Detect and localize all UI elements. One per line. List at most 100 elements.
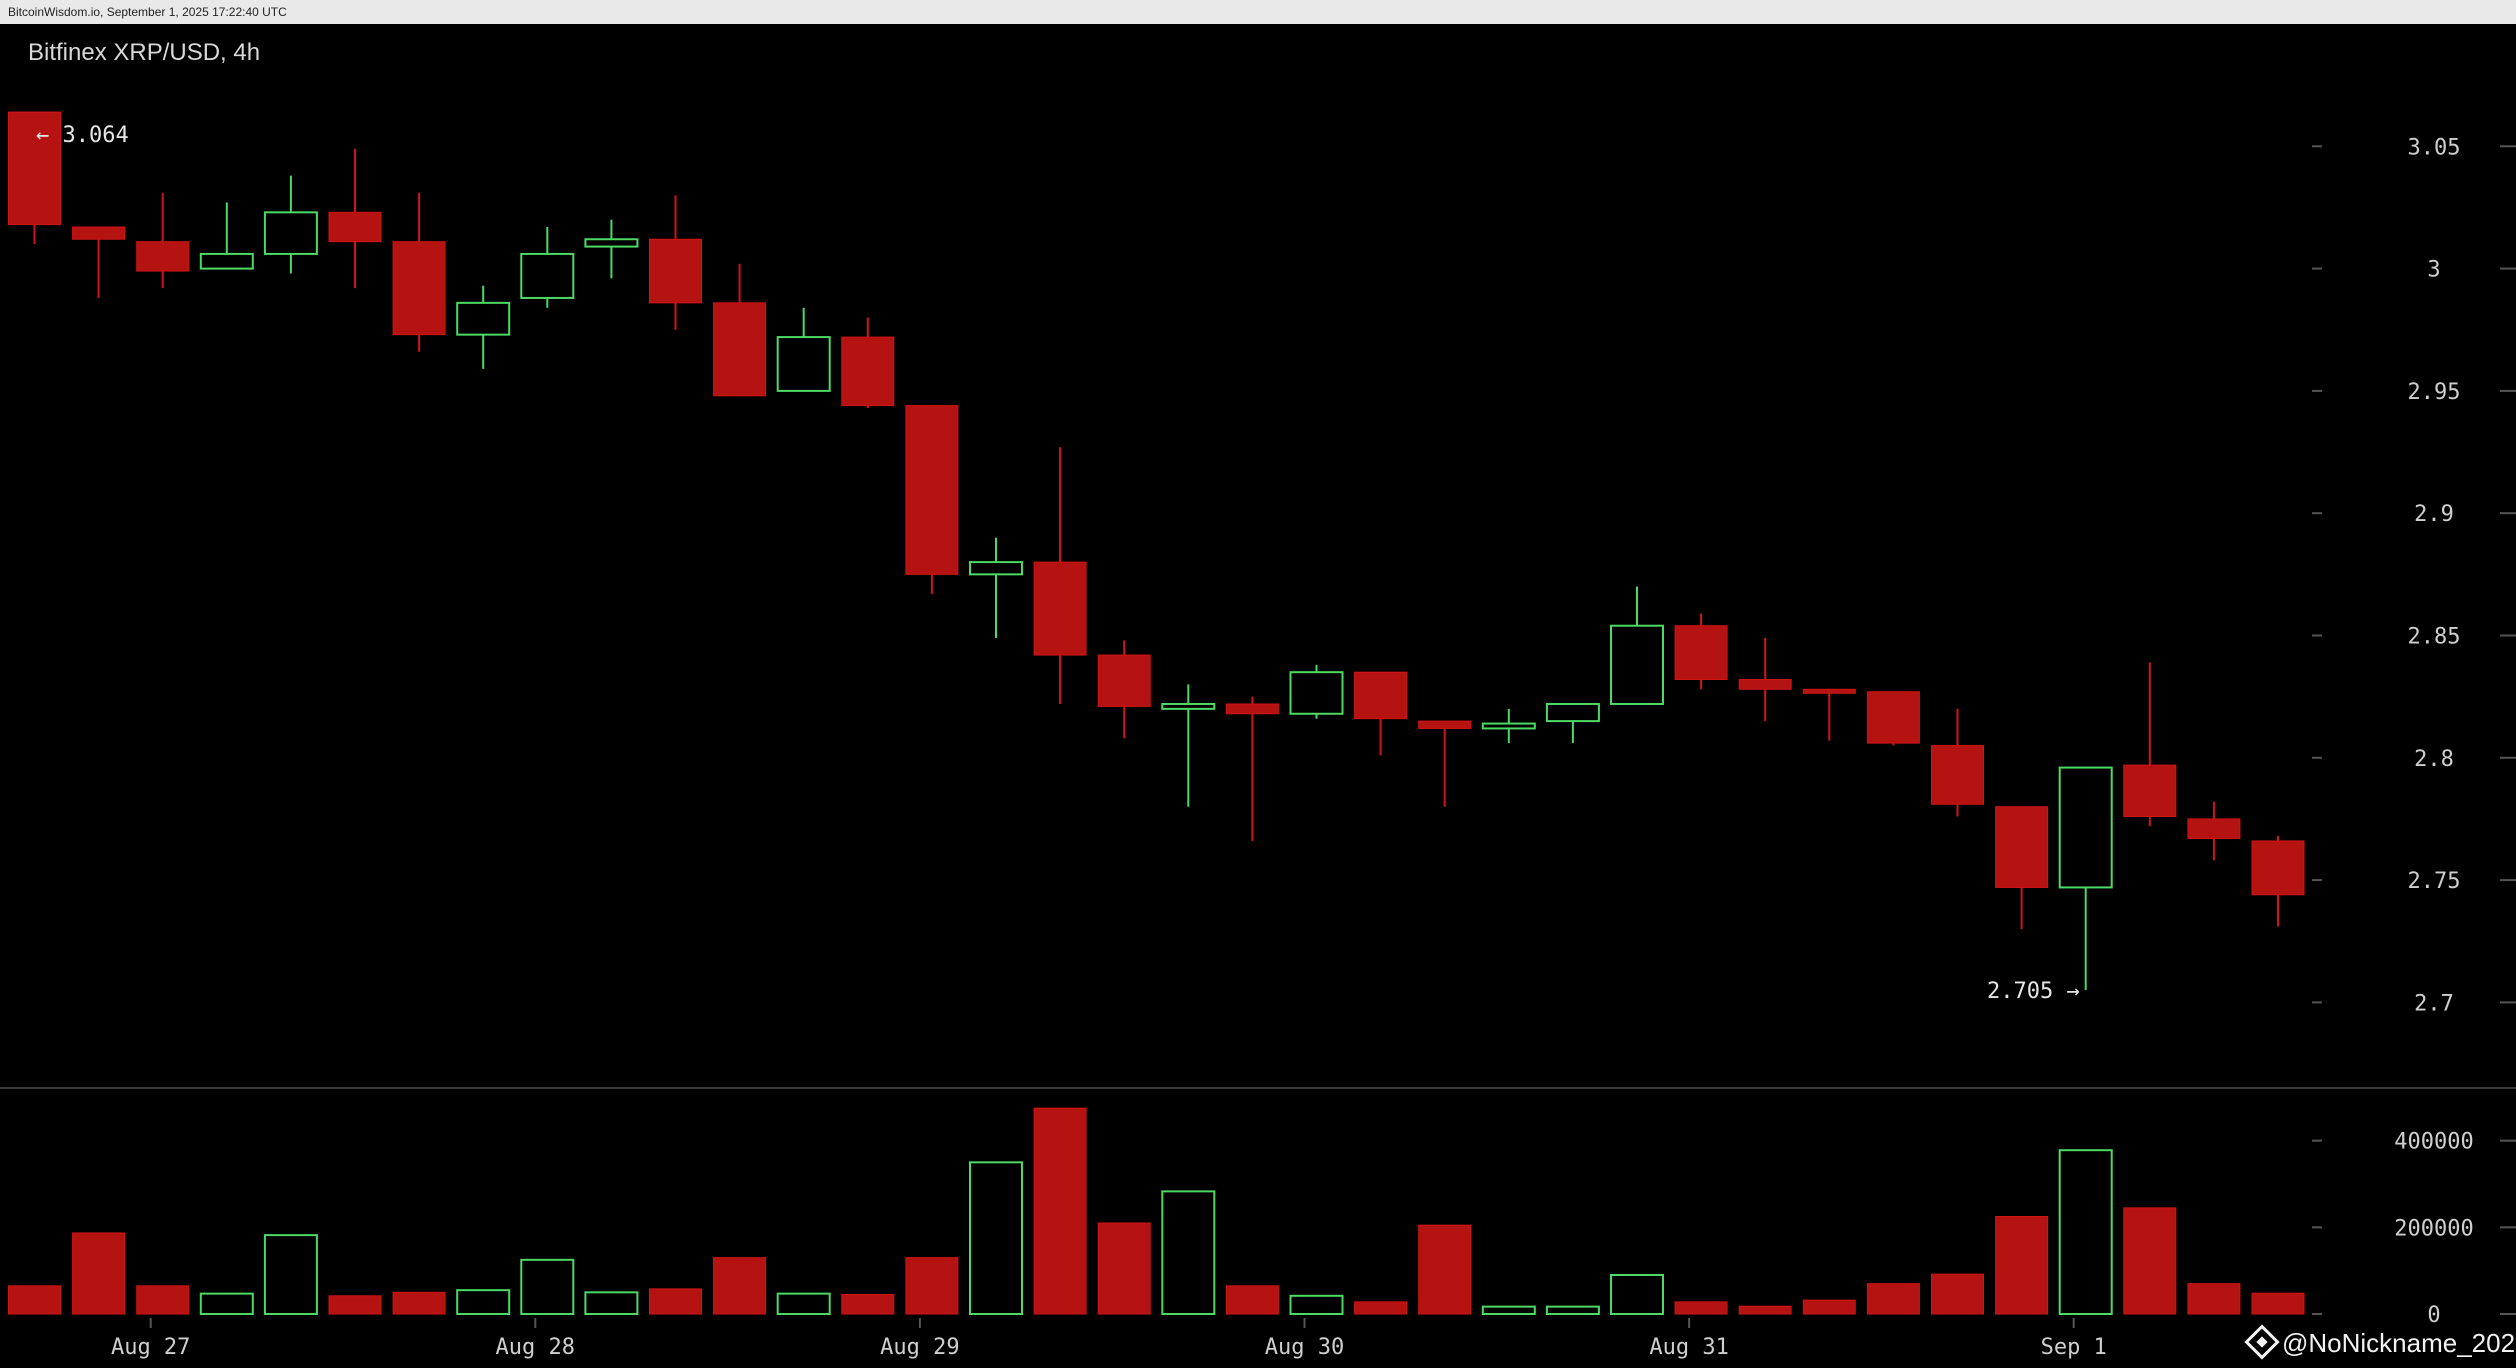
chart-title: Bitfinex XRP/USD, 4h	[28, 39, 260, 66]
volume-bar-up	[1610, 1274, 1664, 1315]
candle-down	[2251, 836, 2305, 927]
candle-down	[1802, 688, 1856, 741]
candle-down	[1418, 720, 1472, 807]
candle-body	[456, 301, 511, 336]
time-tick-label: Aug 29	[880, 1335, 959, 1360]
candle-body	[905, 405, 959, 575]
candle-down	[2123, 662, 2177, 827]
volume-tick-label: 400000	[2394, 1130, 2473, 1155]
candle-body	[136, 241, 190, 272]
candle-up	[2058, 766, 2113, 991]
candle-body	[263, 211, 318, 255]
candle-body	[1097, 654, 1151, 707]
volume-bar-up	[584, 1291, 639, 1316]
volume-bar-down	[905, 1257, 959, 1315]
volume-bar-down	[1931, 1273, 1984, 1315]
candle-up	[263, 175, 318, 274]
volume-bar-down	[1995, 1216, 2049, 1315]
time-tick-label: Sep 1	[2041, 1335, 2107, 1360]
volume-bar-up	[776, 1292, 831, 1315]
candle-body	[392, 241, 446, 336]
candle-down	[1033, 447, 1087, 704]
volume-bars-layer	[8, 1107, 2305, 1316]
price-axis: 2.7 2.75 2.8 2.85 2.9 2.95 3 3.05	[2312, 135, 2516, 1016]
candle-up	[584, 219, 639, 279]
candle-body	[1931, 745, 1984, 805]
candle-body	[1802, 688, 1856, 694]
time-axis: Aug 27 Aug 28 Aug 29 Aug 30 Aug 31 Sep 1	[111, 1318, 2107, 1360]
volume-bar-down	[1097, 1222, 1151, 1315]
volume-bar-down	[2123, 1207, 2177, 1315]
time-tick-label: Aug 31	[1649, 1335, 1728, 1360]
candle-up	[1289, 664, 1344, 719]
candle-down	[1674, 613, 1728, 690]
high-annotation: ← 3.064	[36, 123, 129, 148]
diamond-logo-icon	[2244, 1324, 2280, 1360]
time-tick-label: Aug 27	[111, 1335, 190, 1360]
volume-bar-down	[328, 1295, 382, 1315]
candle-body	[1866, 691, 1920, 744]
price-tick-label: 3	[2427, 258, 2440, 283]
volume-bar-down	[649, 1288, 702, 1315]
candle-up	[969, 537, 1023, 638]
volume-bar-up	[263, 1234, 318, 1315]
candle-down	[1995, 806, 2049, 930]
volume-tick-label: 200000	[2394, 1216, 2473, 1241]
candle-body	[841, 336, 895, 407]
candle-up	[199, 202, 254, 270]
candle-body	[1033, 561, 1087, 656]
candle-body	[2187, 818, 2241, 840]
candle-down	[1866, 691, 1920, 746]
candle-down	[2187, 801, 2241, 861]
candle-body	[776, 336, 831, 392]
price-tick-label: 3.05	[2408, 135, 2461, 160]
candle-body	[1610, 624, 1664, 705]
candle-down	[136, 192, 190, 289]
top-bar: BitcoinWisdom.io, September 1, 2025 17:2…	[0, 0, 2516, 24]
time-tick-label: Aug 28	[496, 1335, 575, 1360]
volume-bar-down	[392, 1291, 446, 1315]
time-tick-label: Aug 30	[1265, 1335, 1344, 1360]
volume-bar-down	[2187, 1283, 2241, 1315]
candles-layer	[8, 111, 2305, 991]
volume-bar-up	[520, 1258, 575, 1316]
volume-bar-up	[1289, 1294, 1344, 1316]
volume-bar-up	[1481, 1305, 1536, 1315]
candle-body	[1289, 671, 1344, 715]
candle-up	[1481, 708, 1536, 744]
candle-up	[1610, 586, 1664, 705]
volume-bar-up	[1161, 1190, 1216, 1316]
price-tick-label: 2.95	[2408, 380, 2461, 405]
volume-bar-down	[72, 1232, 126, 1315]
candle-body	[1354, 671, 1408, 720]
candle-body	[1481, 722, 1536, 730]
candle-body	[1995, 806, 2049, 888]
watermark-text: @NoNickname_2025	[2282, 1328, 2516, 1358]
candle-body	[72, 226, 126, 240]
candle-down	[905, 405, 959, 594]
candle-body	[1225, 703, 1279, 715]
candle-body	[8, 111, 61, 226]
volume-bar-down	[1802, 1299, 1856, 1315]
volume-bar-up	[2058, 1149, 2113, 1315]
candle-body	[1418, 720, 1472, 729]
volume-bar-up	[1545, 1305, 1600, 1315]
candle-body	[1738, 679, 1792, 690]
volume-tick-label: 0	[2427, 1303, 2440, 1328]
price-tick-label: 2.7	[2414, 991, 2454, 1016]
candle-down	[1354, 671, 1408, 756]
candle-down	[1931, 708, 1984, 817]
volume-bar-down	[841, 1294, 895, 1315]
candle-down	[649, 195, 702, 330]
price-tick-label: 2.8	[2414, 747, 2454, 772]
volume-bar-up	[456, 1289, 511, 1315]
candlestick-chart: Bitfinex XRP/USD, 4h 2.72.752.82.852.92.…	[0, 24, 2516, 1368]
candle-down	[328, 148, 382, 289]
volume-bar-up	[199, 1292, 254, 1315]
candle-body	[2123, 764, 2177, 817]
volume-bar-up	[969, 1161, 1023, 1316]
candle-body	[584, 238, 639, 248]
price-tick-label: 2.9	[2414, 502, 2454, 527]
candle-up	[456, 285, 511, 369]
volume-bar-down	[1033, 1107, 1087, 1315]
